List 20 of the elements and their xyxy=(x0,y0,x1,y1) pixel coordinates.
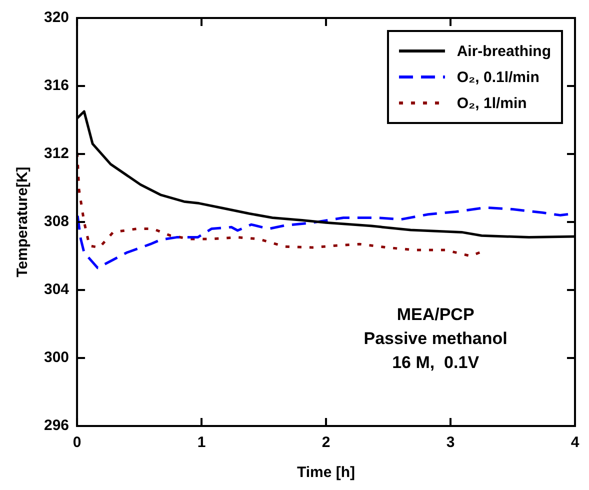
y-tick-label: 316 xyxy=(44,77,70,94)
x-tick-label: 1 xyxy=(197,434,206,452)
y-tick-label: 308 xyxy=(44,213,70,230)
annotation: Passive methanol xyxy=(364,328,508,348)
annotation: MEA/PCP xyxy=(396,304,474,324)
legend-label: Air-breathing xyxy=(456,42,551,60)
x-tick-label: 4 xyxy=(570,434,580,452)
x-tick-label: 0 xyxy=(72,434,82,452)
y-tick-label: 312 xyxy=(44,145,70,162)
x-axis-title: Time [h] xyxy=(296,464,356,482)
legend-label: O₂, 1l/min xyxy=(456,94,527,112)
x-tick-label: 3 xyxy=(446,434,455,452)
y-tick-label: 320 xyxy=(44,9,70,26)
y-tick-label: 304 xyxy=(44,281,70,298)
y-tick-label: 296 xyxy=(44,417,70,434)
x-tick-label: 2 xyxy=(322,434,330,452)
legend-label: O₂, 0.1l/min xyxy=(456,68,540,86)
y-axis-title: Temperature[K] xyxy=(14,166,32,278)
annotation: 16 M, 0.1V xyxy=(392,352,480,372)
y-tick-label: 300 xyxy=(44,349,70,366)
